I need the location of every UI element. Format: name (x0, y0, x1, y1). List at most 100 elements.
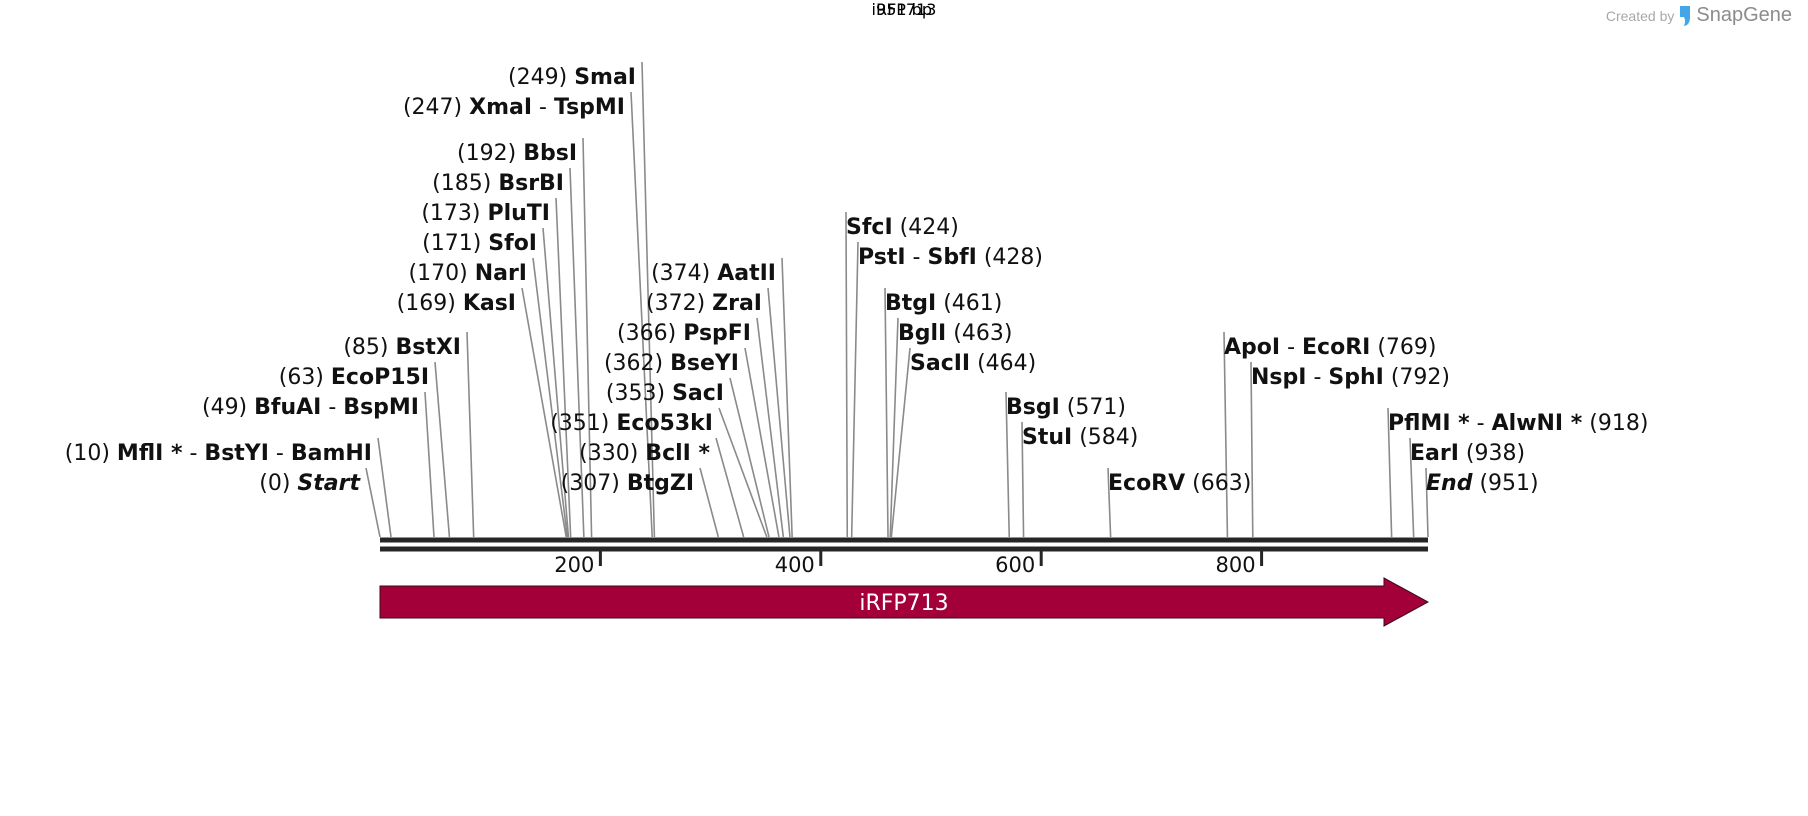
enzyme-name: PstI (858, 245, 906, 270)
site-label: (170) NarI (409, 261, 527, 286)
site-position: (424) (893, 215, 959, 240)
leader-line (542, 227, 570, 538)
ruler-tick-label: 800 (1216, 553, 1256, 577)
site-position: (10) (65, 441, 117, 466)
enzyme-name: BsgI (1006, 395, 1060, 420)
leader-line (1021, 421, 1025, 538)
site-label: (247) XmaI - TspMI (403, 95, 625, 120)
site-position: (49) (202, 395, 254, 420)
site-label: (85) BstXI (343, 335, 461, 360)
site-position: (351) (550, 411, 616, 436)
site-position: (169) (397, 291, 463, 316)
site-label: (374) AatII (651, 261, 776, 286)
site-position: (249) (508, 65, 574, 90)
site-label: (10) MflI * - BstYI - BamHI (65, 441, 372, 466)
ruler-tick-label: 600 (995, 553, 1035, 577)
leader-line (1107, 467, 1112, 538)
feature-label: iRFP713 (859, 591, 948, 616)
enzyme-name: BclI * (645, 441, 710, 466)
enzyme-name: BbsI (523, 141, 577, 166)
enzyme-name: SacI (672, 381, 724, 406)
site-position: (463) (946, 321, 1012, 346)
enzyme-name: BstYI (204, 441, 269, 466)
enzyme-name: BtgI (885, 291, 936, 316)
feature-arrow[interactable]: iRFP713 (379, 577, 1430, 627)
site-label: (169) KasI (397, 291, 516, 316)
site-position: (461) (936, 291, 1002, 316)
site-labels: (249) SmaI (247) XmaI - TspMI (192) BbsI (1… (65, 65, 1649, 496)
enzyme-name: BglI (898, 321, 946, 346)
leader-line (377, 437, 392, 538)
leader-line (890, 347, 911, 538)
enzyme-name: EcoRI (1302, 335, 1370, 360)
enzyme-name: BfuAI (254, 395, 321, 420)
enzyme-name: BspMI (343, 395, 419, 420)
ruler-tick (1260, 551, 1264, 566)
site-position: (247) (403, 95, 469, 120)
leader-line (582, 137, 593, 538)
enzyme-separator: - (182, 441, 204, 466)
site-label: (63) EcoP15I (279, 365, 429, 390)
watermark: Created by SnapGene (1606, 4, 1792, 27)
ruler-tick-label: 200 (554, 553, 594, 577)
ruler-tick (819, 551, 823, 566)
enzyme-separator: - (269, 441, 291, 466)
leader-line (630, 91, 653, 538)
enzyme-name: EcoRV (1108, 471, 1185, 496)
enzyme-name: End (1426, 471, 1473, 496)
site-position: (353) (606, 381, 672, 406)
leader-line (365, 467, 381, 538)
site-label: NspI - SphI (792) (1251, 365, 1450, 390)
leader-line (555, 197, 572, 538)
enzyme-name: Start (297, 471, 361, 496)
leader-line (569, 167, 585, 538)
site-position: (362) (604, 351, 670, 376)
site-label: End (951) (1426, 471, 1539, 496)
site-position: (171) (422, 231, 488, 256)
enzyme-name: StuI (1022, 425, 1072, 450)
enzyme-separator: - (1280, 335, 1302, 360)
site-label: PflMI * - AlwNI * (918) (1388, 411, 1648, 436)
enzyme-separator: - (532, 95, 554, 120)
enzyme-name: BamHI (291, 441, 372, 466)
site-label: EcoRV (663) (1108, 471, 1251, 496)
leader-line (1387, 407, 1393, 538)
feature-arrow-shape (379, 577, 1430, 627)
brand-name: SnapGene (1696, 4, 1792, 26)
enzyme-name: AlwNI * (1492, 411, 1583, 436)
site-label: (366) PspFI (617, 321, 751, 346)
site-position: (663) (1185, 471, 1251, 496)
site-position: (366) (617, 321, 683, 346)
site-position: (192) (457, 141, 523, 166)
site-label: PstI - SbfI (428) (858, 245, 1043, 270)
site-position: (185) (432, 171, 498, 196)
site-label: BsgI (571) (1006, 395, 1126, 420)
site-position: (173) (421, 201, 487, 226)
site-label: (353) SacI (606, 381, 724, 406)
site-label: SfcI (424) (846, 215, 959, 240)
leader-line (466, 331, 475, 538)
enzyme-name: XmaI (469, 95, 532, 120)
leader-line (889, 317, 899, 538)
site-label: BtgI (461) (885, 291, 1002, 316)
site-label: (185) BsrBI (432, 171, 564, 196)
leader-line (521, 287, 568, 538)
site-position: (374) (651, 261, 717, 286)
site-label: (372) ZraI (646, 291, 762, 316)
leader-line (756, 317, 785, 538)
enzyme-name: BseYI (670, 351, 739, 376)
site-position: (584) (1072, 425, 1138, 450)
enzyme-name: PflMI * (1388, 411, 1470, 436)
site-position: (951) (1472, 471, 1538, 496)
site-position: (428) (977, 245, 1043, 270)
enzyme-name: SmaI (574, 65, 636, 90)
leader-line (424, 391, 435, 538)
enzyme-name: SphI (1328, 365, 1383, 390)
sequence-backbone (380, 537, 1428, 552)
site-label: (49) BfuAI - BspMI (202, 395, 419, 420)
site-position: (464) (970, 351, 1036, 376)
site-position: (63) (279, 365, 331, 390)
sequence-name: iRFP713 (871, 0, 937, 19)
sequence-length: 951 bp (876, 0, 932, 19)
